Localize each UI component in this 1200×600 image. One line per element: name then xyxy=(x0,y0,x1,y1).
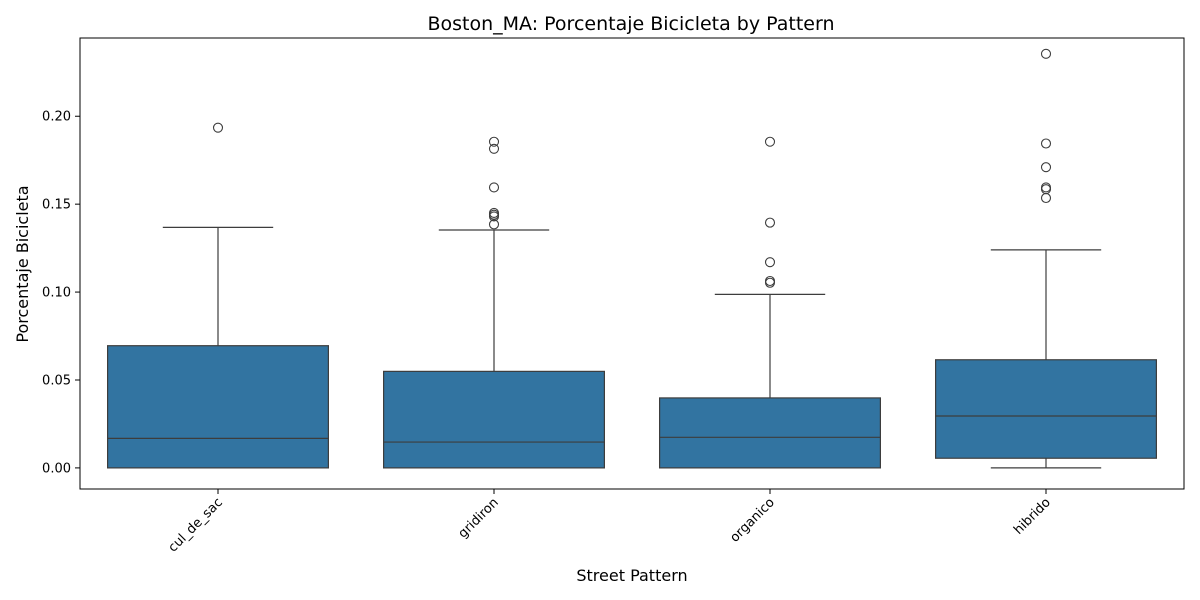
iqr-box xyxy=(934,359,1157,459)
y-tick-label: 0.10 xyxy=(42,286,71,301)
axes-frame xyxy=(79,37,1185,490)
outlier-point xyxy=(1040,182,1052,193)
x-tick-label: hibrido xyxy=(1011,495,1054,538)
outlier-point xyxy=(488,182,500,193)
x-tick-label: gridiron xyxy=(456,495,502,541)
iqr-box xyxy=(383,370,606,469)
y-axis: 0.00 0.05 0.10 0.15 0.20 xyxy=(42,110,80,476)
box-group-cul_de_sac xyxy=(106,122,330,469)
box-group-hibrido xyxy=(934,48,1157,469)
x-axis: cul_de_sac gridiron organico hibrido xyxy=(166,489,1054,555)
outlier-point xyxy=(1040,138,1052,149)
x-axis-label: Street Pattern xyxy=(576,566,687,585)
outlier-point xyxy=(764,275,776,287)
outlier-point xyxy=(764,136,776,147)
x-tick-label: organico xyxy=(727,495,777,545)
outlier-point xyxy=(488,143,500,154)
outlier-point xyxy=(764,257,776,268)
box-group-organico xyxy=(658,136,881,469)
outlier-point xyxy=(212,122,224,133)
outlier-point xyxy=(1040,48,1052,59)
chart-title: Boston_MA: Porcentaje Bicicleta by Patte… xyxy=(427,13,834,35)
y-axis-label: Porcentaje Bicicleta xyxy=(13,185,32,342)
y-tick-label: 0.00 xyxy=(42,461,71,476)
outlier-point xyxy=(1040,192,1052,204)
outlier-point xyxy=(488,136,500,147)
outlier-point xyxy=(488,219,500,230)
outlier-point xyxy=(764,217,776,228)
iqr-box xyxy=(106,345,330,469)
box-group-gridiron xyxy=(383,136,606,469)
y-tick-label: 0.05 xyxy=(42,373,71,388)
outlier-point xyxy=(1040,162,1052,173)
plot-area xyxy=(106,48,1157,469)
y-tick-label: 0.15 xyxy=(42,198,71,213)
x-tick-label: cul_de_sac xyxy=(166,495,226,555)
iqr-box xyxy=(658,397,881,469)
y-tick-label: 0.20 xyxy=(42,110,71,125)
outlier-point xyxy=(488,207,500,218)
